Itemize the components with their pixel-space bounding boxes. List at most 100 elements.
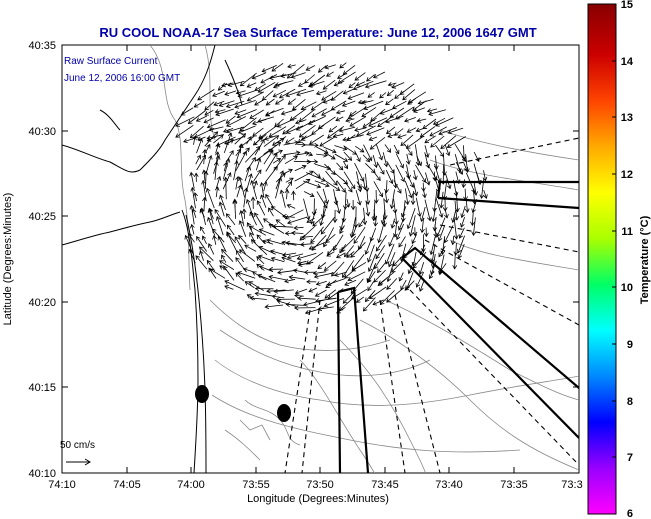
current-vector — [457, 235, 465, 253]
current-vector-head — [234, 104, 239, 109]
current-vector — [259, 229, 275, 236]
current-vector — [400, 134, 414, 146]
current-annotation-line1: Raw Surface Current — [64, 56, 158, 67]
x-axis — [126, 45, 515, 473]
x-tick-label: 73:50 — [306, 479, 334, 491]
current-vector — [226, 231, 238, 252]
current-vector — [275, 98, 284, 105]
current-vector — [460, 216, 465, 228]
current-vector-head — [281, 240, 286, 246]
current-vector-head — [287, 220, 292, 225]
current-vector-head — [252, 271, 257, 276]
y-tick-label: 40:25 — [28, 211, 56, 223]
current-vector-head — [259, 182, 265, 187]
current-vector — [462, 179, 465, 188]
current-vector — [395, 164, 405, 182]
current-vector — [339, 62, 347, 69]
current-vector — [240, 210, 245, 227]
current-vector-head — [303, 269, 309, 275]
current-vector — [263, 135, 279, 147]
colorbar-label: Temperature (°C) — [639, 215, 651, 304]
current-vector — [244, 146, 261, 163]
current-vector-head — [211, 228, 217, 234]
current-vector-head — [324, 199, 329, 205]
colorbar-tick-label: 9 — [627, 339, 633, 351]
current-vector — [226, 213, 236, 226]
current-vector-head — [212, 235, 217, 240]
current-vector-head — [450, 240, 456, 246]
current-vector — [234, 133, 246, 145]
current-vector-head — [348, 187, 353, 193]
current-vector — [264, 166, 278, 183]
x-tick-label: 73:45 — [371, 479, 399, 491]
current-vector — [269, 74, 287, 79]
current-vector-head — [277, 269, 282, 275]
current-vector — [224, 90, 237, 95]
current-vector — [240, 72, 257, 87]
current-vector-head — [266, 288, 271, 294]
current-vector-head — [232, 199, 238, 205]
current-vector-head — [287, 181, 293, 186]
current-vector — [227, 225, 235, 236]
current-vector — [285, 181, 292, 191]
current-vector — [188, 249, 196, 264]
current-vector — [400, 279, 407, 290]
current-vector — [246, 199, 254, 219]
current-vector-head — [324, 182, 330, 188]
current-vector — [279, 88, 296, 99]
colorbar-tick-label: 6 — [627, 508, 633, 519]
y-axis — [62, 44, 579, 474]
current-vector-head — [300, 105, 306, 111]
current-vector — [463, 162, 468, 172]
current-vector-head — [390, 224, 396, 229]
current-vector-head — [378, 192, 384, 198]
current-vector — [222, 158, 230, 180]
current-vector-head — [212, 92, 217, 97]
current-vector-head — [193, 192, 198, 197]
current-vector-head — [305, 178, 311, 184]
current-vector-head — [406, 224, 412, 230]
current-vector — [285, 177, 294, 183]
current-vector — [271, 257, 285, 263]
current-vector — [265, 304, 284, 308]
current-vector — [429, 270, 435, 279]
current-vector — [256, 256, 265, 265]
current-vector — [343, 161, 348, 169]
current-vector — [343, 88, 355, 94]
current-vector — [284, 278, 296, 282]
current-vector — [221, 254, 227, 263]
current-vector-head — [418, 270, 424, 276]
current-vector-head — [290, 74, 296, 79]
current-vector — [317, 262, 327, 269]
current-vector-head — [276, 299, 282, 304]
current-vector-head — [241, 208, 247, 213]
current-vector — [344, 245, 355, 257]
current-vector — [252, 72, 266, 79]
current-vector — [416, 127, 424, 132]
current-vector-head — [383, 162, 389, 168]
current-vector-head — [369, 145, 375, 150]
current-vector-head — [238, 143, 244, 149]
current-vector-head — [198, 137, 203, 143]
current-vector-head — [219, 134, 224, 139]
current-vector-head — [453, 251, 459, 256]
current-vector — [331, 100, 347, 111]
current-vector — [412, 100, 427, 111]
current-vector-head — [454, 216, 460, 221]
current-vector-head — [366, 77, 371, 82]
current-vector — [254, 148, 273, 162]
current-vector-head — [227, 172, 232, 177]
current-vector — [438, 263, 447, 274]
map-title: RU COOL NOAA-17 Sea Surface Temperature:… — [99, 25, 536, 40]
current-vector — [224, 285, 234, 290]
current-vector — [431, 243, 436, 263]
current-vector — [257, 274, 276, 283]
current-vector — [413, 182, 417, 196]
current-vector — [363, 297, 376, 312]
current-vector — [218, 82, 228, 91]
current-vector-head — [235, 272, 240, 278]
current-vector — [367, 244, 375, 263]
current-vector — [259, 265, 274, 273]
current-vector-head — [387, 133, 392, 139]
current-vector-head — [317, 68, 323, 73]
